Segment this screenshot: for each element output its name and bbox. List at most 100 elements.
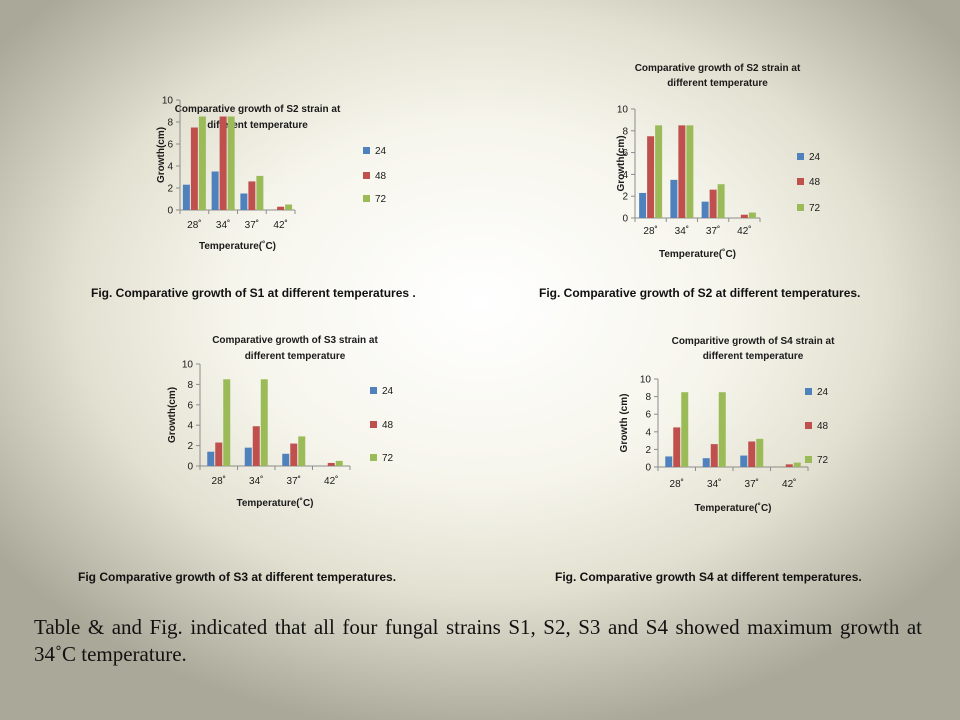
bar-24 [207, 451, 215, 466]
legend-swatch-72 [797, 204, 804, 211]
bar-72 [227, 116, 235, 210]
x-tick-label: 34˚ [675, 225, 689, 237]
legend-label-72: 72 [375, 194, 387, 205]
legend-label-48: 48 [809, 177, 821, 188]
chart-s3: Comparative growth of S3 strain at differ… [167, 335, 394, 509]
y-tick-label: 2 [645, 445, 651, 456]
legend-label-72: 72 [382, 453, 394, 464]
chart-title-line-2: different temperature [245, 351, 346, 362]
legend-swatch-24 [363, 147, 370, 154]
legend-label-24: 24 [809, 152, 821, 163]
bar-72 [686, 125, 694, 218]
y-tick-label: 2 [167, 184, 173, 195]
bar-48 [710, 444, 718, 467]
y-tick-label: 2 [187, 441, 193, 452]
bar-48 [219, 116, 227, 210]
bar-72 [756, 438, 764, 467]
legend-swatch-48 [363, 172, 370, 179]
legend-label-72: 72 [809, 203, 821, 214]
chart-title-line-1: Comparative growth of S2 strain at [635, 63, 801, 74]
y-axis-label: Growth(cm) [167, 387, 178, 443]
bar-24 [701, 201, 709, 218]
bar-72 [748, 212, 756, 218]
bar-48 [678, 125, 686, 218]
chart-s2: Comparative growth of S2 strain at differ… [616, 63, 821, 260]
y-tick-label: 0 [187, 462, 193, 473]
bar-48 [327, 462, 335, 466]
x-tick-label: 42˚ [737, 225, 751, 237]
bar-48 [290, 443, 298, 466]
bar-24 [211, 171, 219, 210]
x-axis-label: Temperature(˚C) [694, 502, 771, 514]
bar-24 [182, 184, 190, 210]
y-tick-label: 6 [645, 410, 651, 421]
legend-swatch-72 [363, 195, 370, 202]
bar-24 [702, 458, 710, 467]
x-axis-label: Temperature(˚C) [236, 497, 313, 509]
legend-label-48: 48 [382, 420, 394, 431]
bar-48 [248, 181, 256, 210]
caption-s1: Fig. Comparative growth of S1 at differe… [91, 286, 416, 300]
legend-label-24: 24 [382, 386, 394, 397]
x-tick-label: 42˚ [782, 478, 796, 490]
bar-72 [256, 175, 264, 210]
bar-72 [717, 184, 725, 218]
bar-72 [793, 462, 801, 467]
x-tick-label: 34˚ [249, 475, 263, 487]
bar-24 [240, 193, 248, 210]
bar-24 [639, 192, 647, 218]
legend-swatch-48 [805, 422, 812, 429]
bar-72 [223, 379, 231, 466]
bar-48 [215, 442, 223, 466]
y-axis-label: Growth(cm) [156, 127, 167, 183]
y-tick-label: 8 [622, 126, 628, 137]
chart-title-line-2: different temperature [207, 120, 308, 131]
y-tick-label: 10 [162, 96, 174, 107]
bar-72 [198, 116, 206, 210]
bar-72 [718, 392, 726, 467]
y-tick-label: 2 [622, 192, 628, 203]
y-tick-label: 4 [645, 427, 651, 438]
legend-label-48: 48 [375, 171, 387, 182]
x-tick-label: 37˚ [245, 219, 259, 231]
legend-swatch-24 [370, 387, 377, 394]
legend-swatch-48 [797, 178, 804, 185]
bar-48 [252, 426, 260, 466]
chart-s4: Comparitive growth of S4 strain at differ… [619, 336, 835, 514]
bar-72 [681, 392, 689, 467]
y-tick-label: 4 [622, 170, 628, 181]
legend-swatch-24 [805, 388, 812, 395]
y-tick-label: 8 [187, 380, 193, 391]
chart-s1: Comparative growth of S2 strain at differ… [156, 96, 387, 253]
bar-72 [298, 436, 306, 466]
bar-24 [282, 453, 290, 466]
caption-s3: Fig Comparative growth of S3 at differen… [78, 570, 397, 584]
y-tick-label: 6 [167, 140, 173, 151]
x-axis-label: Temperature(˚C) [659, 248, 736, 260]
x-tick-label: 28˚ [212, 475, 226, 487]
chart-title-line-1: Comparative growth of S3 strain at [212, 335, 378, 346]
y-tick-label: 6 [622, 148, 628, 159]
x-tick-label: 42˚ [324, 475, 338, 487]
bar-48 [190, 127, 198, 210]
bar-48 [709, 189, 717, 218]
y-tick-label: 4 [167, 162, 173, 173]
conclusion-text: Table & and Fig. indicated that all four… [34, 615, 922, 666]
x-axis-label: Temperature(˚C) [199, 240, 276, 252]
bar-48 [748, 441, 756, 467]
x-tick-label: 28˚ [643, 225, 657, 237]
legend-label-72: 72 [817, 455, 829, 466]
y-tick-label: 8 [167, 118, 173, 129]
bar-48 [740, 214, 748, 218]
y-tick-label: 10 [182, 360, 194, 371]
x-tick-label: 37˚ [745, 478, 759, 490]
bar-24 [670, 179, 678, 218]
bar-72 [285, 204, 293, 210]
x-tick-label: 34˚ [707, 478, 721, 490]
chart-title-line-1: Comparative growth of S2 strain at [175, 104, 341, 115]
bar-48 [785, 464, 793, 467]
y-tick-label: 10 [617, 105, 629, 116]
x-tick-label: 42˚ [273, 219, 287, 231]
y-tick-label: 8 [645, 392, 651, 403]
x-tick-label: 34˚ [216, 219, 230, 231]
